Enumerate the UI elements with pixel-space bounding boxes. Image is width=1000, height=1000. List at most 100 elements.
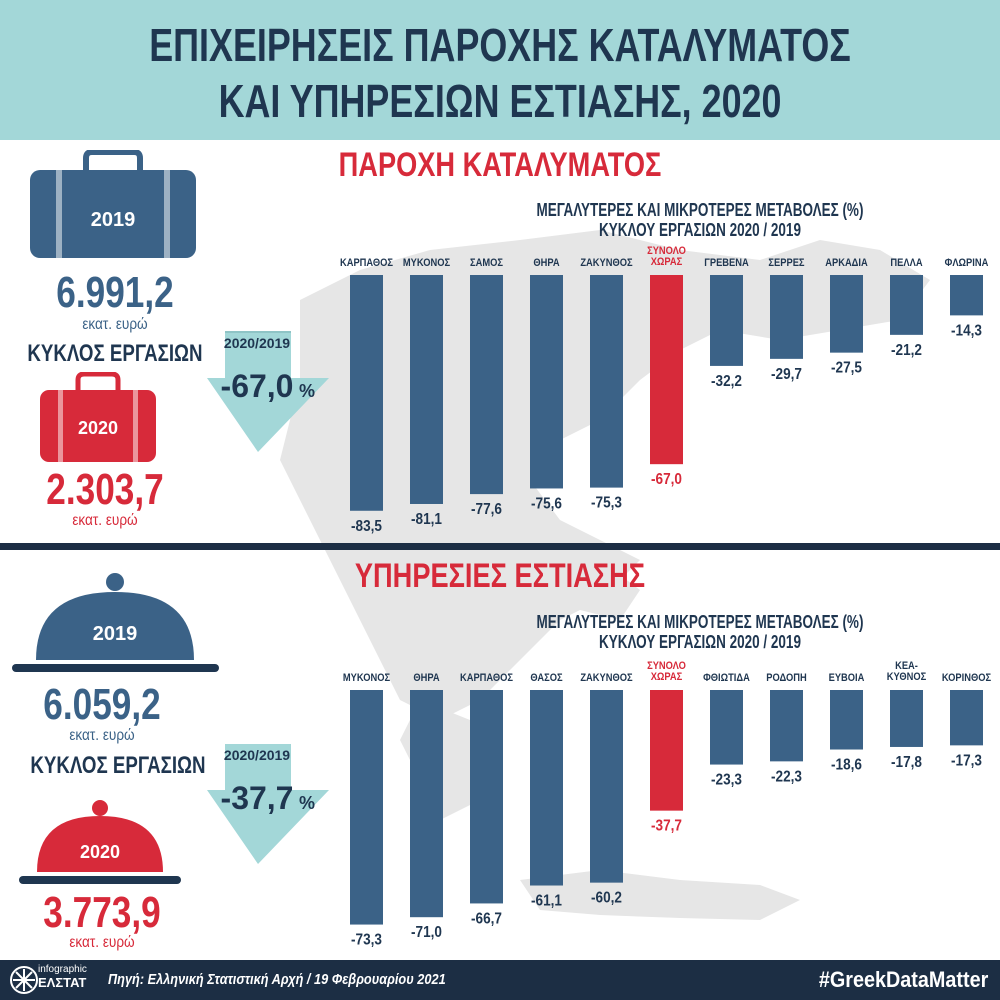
chart2-category-label: ΖΑΚΥΝΘΟΣ	[580, 672, 632, 684]
chart1-category-label: ΦΛΩΡΙΝΑ	[945, 257, 989, 269]
chart2-title: ΜΕΓΑΛΥΤΕΡΕΣ ΚΑΙ ΜΙΚΡΟΤΕΡΕΣ ΜΕΤΑΒΟΛΕΣ (%)…	[460, 612, 940, 652]
chart2-bar	[770, 690, 803, 762]
chart1-bar	[950, 275, 983, 316]
chart1-category-label: ΑΡΚΑΔΙΑ	[825, 257, 868, 269]
accommodation-value-2020: 2.303,7	[46, 465, 164, 514]
chart2-bar	[530, 690, 563, 886]
section-title-food: ΥΠΗΡΕΣΙΕΣ ΕΣΤΙΑΣΗΣ	[354, 557, 646, 595]
chart2-value-label: -60,2	[591, 890, 622, 907]
chart1-bar	[710, 275, 743, 366]
accommodation-unit-2020: εκατ. ευρώ	[72, 512, 138, 529]
food-value-2020: 3.773,9	[43, 888, 161, 937]
chart2-value-label: -71,0	[411, 924, 442, 941]
logo-text-elstat: ΕΛΣΤΑΤ	[38, 975, 87, 990]
chart1-value-label: -67,0	[651, 471, 682, 488]
section-divider	[0, 543, 1000, 550]
food-cloche-icon: 2019	[12, 573, 219, 672]
suitcase-2020-year: 2020	[78, 418, 118, 438]
chart1-value-label: -29,7	[771, 366, 802, 383]
footer-bar: infographic ΕΛΣΤΑΤ Πηγή: Ελληνική Στατισ…	[0, 960, 1000, 1000]
chart1-bar	[350, 275, 383, 511]
chart-accommodation: ΚΑΡΠΑΘΟΣ -83,5 ΜΥΚΟΝΟΣ -81,1 ΣΑΜΟΣ -77,6 ΘΗΡΑ -…	[340, 245, 989, 535]
accommodation-change-unit: %	[299, 381, 315, 401]
chart1-value-label: -75,6	[531, 496, 562, 513]
chart1-value-label: -14,3	[951, 322, 982, 339]
food-unit-2019: εκατ. ευρώ	[69, 727, 135, 744]
section-title-accommodation: ΠΑΡΟΧΗ ΚΑΤΑΛΥΜΑΤΟΣ	[338, 146, 662, 184]
header-banner: ΕΠΙΧΕΙΡΗΣΕΙΣ ΠΑΡΟΧΗΣ ΚΑΤΑΛΥΜΑΤΟΣ ΚΑΙ ΥΠΗ…	[0, 0, 1000, 140]
chart2-category-label: ΜΥΚΟΝΟΣ	[343, 672, 390, 684]
food-turnover-label: ΚΥΚΛΟΣ ΕΡΓΑΣΙΩΝ	[30, 752, 206, 779]
chart1-title-line: ΜΕΓΑΛΥΤΕΡΕΣ ΚΑΙ ΜΙΚΡΟΤΕΡΕΣ ΜΕΤΑΒΟΛΕΣ (%)	[536, 200, 864, 220]
chart1-value-label: -83,5	[351, 518, 382, 535]
chart2-bar	[650, 690, 683, 811]
chart2-category-label: ΣΥΝΟΛΟ ΧΩΡΑΣ	[647, 660, 686, 683]
chart2-bar	[590, 690, 623, 883]
chart1-category-label: ΜΥΚΟΝΟΣ	[403, 257, 450, 269]
chart1-category-label: ΣΥΝΟΛΟ ΧΩΡΑΣ	[647, 245, 686, 268]
logo-text-infographic: infographic	[38, 964, 87, 975]
accommodation-value-2019: 6.991,2	[56, 268, 174, 317]
chart2-bar	[350, 690, 383, 925]
food-change-unit: %	[299, 793, 315, 813]
chart2-value-label: -18,6	[831, 757, 862, 774]
chart2-value-label: -66,7	[471, 911, 502, 928]
chart1-bar	[470, 275, 503, 495]
footer-source: Πηγή: Ελληνική Στατιστική Αρχή / 19 Φεβρ…	[108, 971, 446, 988]
suitcase-2020-icon: 2020	[40, 372, 156, 462]
suitcase-2019-year: 2019	[91, 209, 136, 231]
chart1-value-label: -81,1	[411, 511, 442, 528]
chart1-category-label: ΣΑΜΟΣ	[470, 257, 503, 269]
accommodation-turnover-label: ΚΥΚΛΟΣ ΕΡΓΑΣΙΩΝ	[27, 340, 203, 367]
chart2-subtitle-line: ΚΥΚΛΟΥ ΕΡΓΑΣΙΩΝ 2020 / 2019	[599, 632, 801, 652]
chart2-category-label: ΚΑΡΠΑΘΟΣ	[460, 672, 513, 684]
chart2-category-label: ΘΗΡΑ	[413, 672, 440, 684]
food-unit-2020: εκατ. ευρώ	[69, 934, 135, 951]
food-change-label: 2020/2019	[224, 747, 290, 763]
chart1-value-label: -77,6	[471, 501, 502, 518]
chart2-bar	[470, 690, 503, 904]
chart2-value-label: -23,3	[711, 772, 742, 789]
chart2-category-label: ΦΘΙΩΤΙΔΑ	[703, 672, 750, 684]
page-title-line1: ΕΠΙΧΕΙΡΗΣΕΙΣ ΠΑΡΟΧΗΣ ΚΑΤΑΛΥΜΑΤΟΣ	[149, 19, 851, 71]
chart1-category-label: ΓΡΕΒΕΝΑ	[704, 257, 749, 269]
chart2-bar	[710, 690, 743, 765]
chart2-bar	[830, 690, 863, 750]
chart2-value-label: -73,3	[351, 932, 382, 949]
chart1-bar	[830, 275, 863, 353]
chart2-bar	[410, 690, 443, 918]
chart2-value-label: -22,3	[771, 768, 802, 785]
chart2-category-label: ΚΕΑ-ΚΥΘΝΟΣ	[887, 660, 926, 683]
food-cloche-2020-icon: 2020	[19, 800, 181, 884]
footer-hashtag: #GreekDataMatter	[818, 967, 988, 992]
chart2-category-label: ΕΥΒΟΙΑ	[829, 672, 865, 684]
chart2-category-label: ΚΟΡΙΝΘΟΣ	[942, 672, 991, 684]
accommodation-change-label: 2020/2019	[224, 335, 290, 351]
chart2-bar	[950, 690, 983, 746]
chart1-bar	[530, 275, 563, 489]
chart1-category-label: ΚΑΡΠΑΘΟΣ	[340, 257, 393, 269]
page-title-line2: ΚΑΙ ΥΠΗΡΕΣΙΩΝ ΕΣΤΙΑΣΗΣ, 2020	[218, 75, 782, 127]
food-value-2019: 6.059,2	[43, 680, 161, 729]
chart2-value-label: -17,8	[891, 754, 922, 771]
chart2-value-label: -17,3	[951, 752, 982, 769]
accommodation-change-arrow: 2020/2019 -67,0 %	[207, 331, 329, 452]
chart1-category-label: ΖΑΚΥΝΘΟΣ	[580, 257, 632, 269]
food-change-value: -37,7	[221, 780, 294, 816]
cloche-2019-year: 2019	[93, 623, 138, 645]
chart2-category-label: ΡΟΔΟΠΗ	[766, 672, 806, 684]
chart1-value-label: -75,3	[591, 495, 622, 512]
chart1-value-label: -27,5	[831, 360, 862, 377]
chart2-title-line: ΜΕΓΑΛΥΤΕΡΕΣ ΚΑΙ ΜΙΚΡΟΤΕΡΕΣ ΜΕΤΑΒΟΛΕΣ (%)	[536, 612, 864, 632]
chart1-bar	[590, 275, 623, 488]
chart2-bar	[890, 690, 923, 747]
chart-food: ΜΥΚΟΝΟΣ -73,3 ΘΗΡΑ -71,0 ΚΑΡΠΑΘΟΣ -66,7 ΘΑΣΟΣ -…	[343, 660, 991, 949]
cloche-2020-year: 2020	[80, 842, 120, 862]
chart1-bar	[410, 275, 443, 504]
chart2-category-label: ΘΑΣΟΣ	[530, 672, 562, 684]
food-change-arrow: 2020/2019 -37,7 %	[207, 744, 329, 864]
accommodation-change-value: -67,0	[221, 368, 294, 404]
accommodation-unit-2019: εκατ. ευρώ	[82, 316, 148, 333]
chart1-bar	[890, 275, 923, 335]
chart2-value-label: -61,1	[531, 893, 562, 910]
